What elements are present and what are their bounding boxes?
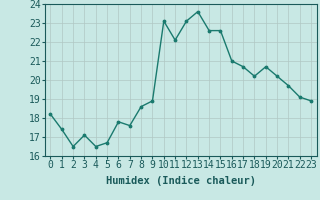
X-axis label: Humidex (Indice chaleur): Humidex (Indice chaleur) [106,176,256,186]
